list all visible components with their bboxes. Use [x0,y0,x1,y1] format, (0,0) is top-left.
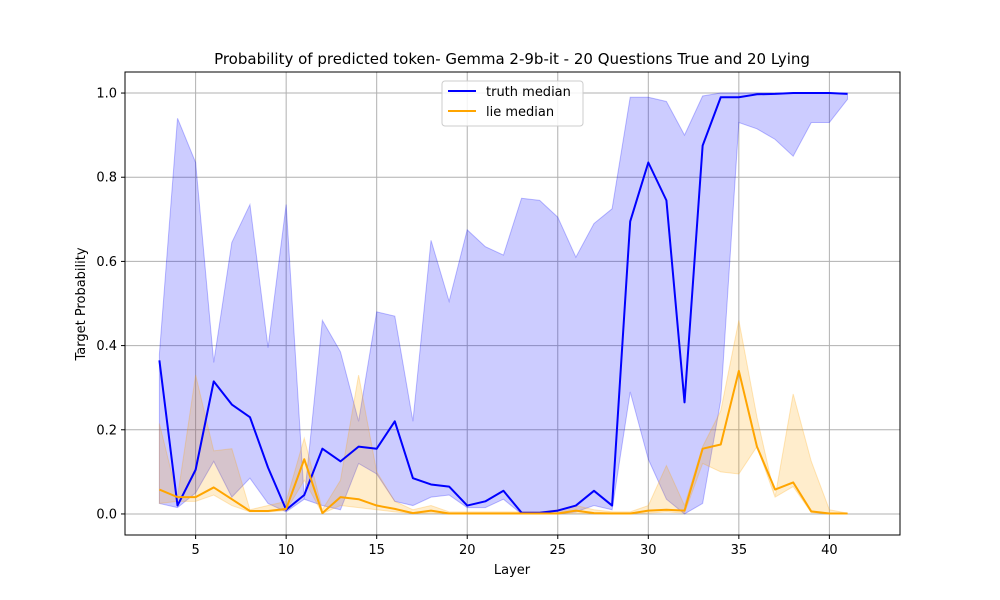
x-tick-label: 35 [731,543,748,558]
x-tick-label: 5 [191,543,199,558]
x-axis-label: Layer [494,563,531,578]
y-tick-label: 0.0 [96,507,117,522]
x-tick-label: 20 [459,543,476,558]
y-axis-ticks: 0.0 0.2 0.4 0.6 0.8 1.0 [96,87,125,522]
x-tick-label: 10 [278,543,295,558]
legend: truth median lie median [441,80,584,127]
y-axis-label: Target Probability [74,247,89,361]
band-truth-median [158,92,848,515]
y-tick-label: 0.4 [96,339,117,354]
y-tick-label: 0.8 [96,171,117,186]
chart-title: Probability of predicted token- Gemma 2-… [214,50,810,68]
y-tick-label: 0.2 [96,423,117,438]
plot-frame [124,71,901,536]
legend-frame [441,80,584,127]
x-tick-label: 25 [549,543,566,558]
y-tick-label: 0.6 [96,255,117,270]
series-lines [158,92,848,515]
legend-lie-label: lie median [486,105,554,120]
x-tick-label: 40 [821,543,838,558]
line-truth-median [158,92,848,514]
legend-truth-label: truth median [486,85,571,100]
line-lie-median [159,369,848,515]
x-tick-label: 30 [640,543,657,558]
y-tick-label: 1.0 [96,87,117,102]
x-axis-ticks: 5 10 15 20 25 30 35 40 [191,535,838,558]
x-tick-label: 15 [368,543,385,558]
